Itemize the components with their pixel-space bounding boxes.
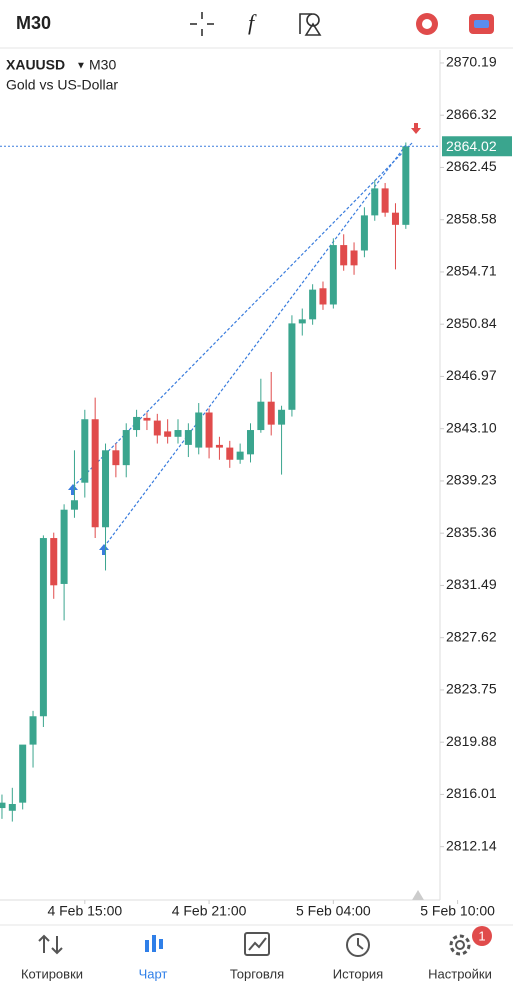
symbol-dropdown[interactable]: ▼ [76,61,86,72]
candle-body [70,500,78,510]
y-tick-label: 2858.58 [446,210,497,226]
trend-line [103,144,407,548]
notification-badge [472,926,492,946]
trend-line [72,142,413,488]
y-tick-label: 2850.84 [446,315,497,331]
y-tick-label: 2812.14 [446,837,497,853]
candle-body [122,430,130,466]
candle-body [143,417,151,421]
candle-body [174,430,182,437]
timeframe-button[interactable]: M30 [16,13,51,33]
objects-icon[interactable] [299,13,322,36]
y-tick-label: 2839.23 [446,472,497,488]
candle-body [215,444,223,448]
y-tick-label: 2862.45 [446,158,497,174]
candle-body [29,716,37,745]
buy-arrow [99,544,109,555]
y-tick-label: 2831.49 [446,576,497,592]
candle-body [39,538,47,717]
sell-arrow [411,123,421,134]
y-tick-label: 2819.88 [446,733,497,749]
candle-body [50,538,58,586]
nav-label[interactable]: Чарт [139,966,168,981]
indicators-icon[interactable]: f [248,10,257,35]
candle-body [133,416,141,431]
x-tick-label: 4 Feb 21:00 [172,903,247,919]
candle-body [267,401,275,425]
last-price-box [442,136,512,157]
chart-timeframe: M30 [89,57,116,73]
candle-body [164,431,172,437]
symbol-description: Gold vs US-Dollar [6,77,118,93]
scroll-marker[interactable] [412,890,424,900]
y-tick-label: 2870.19 [446,54,497,70]
x-tick-label: 5 Feb 04:00 [296,903,371,919]
candle-body [319,288,327,305]
candle-body [19,744,27,803]
y-tick-label: 2843.10 [446,419,497,435]
candle-body [298,319,306,324]
y-tick-label: 2854.71 [446,263,497,279]
y-tick-label: 2846.97 [446,367,497,383]
buy-arrow [68,484,78,495]
candle-body [91,419,99,528]
symbol: XAUUSD [6,57,65,73]
trade-nav-icon[interactable] [244,932,270,956]
x-tick-label: 5 Feb 10:00 [420,903,495,919]
candle-body [350,250,358,266]
candle-body [371,188,379,216]
nav-label[interactable]: Настройки [428,966,492,981]
y-tick-label: 2835.36 [446,524,497,540]
candle-body [381,188,389,213]
candle-body [278,409,286,425]
candle-body [257,401,265,431]
candle-body [60,509,68,584]
candle-body [112,450,120,466]
candle-body [153,420,161,436]
candle-body [8,804,16,811]
nav-label[interactable]: Котировки [21,966,83,981]
candle-body [391,212,399,225]
quotes-icon[interactable] [38,934,63,955]
candle-body [102,450,110,528]
nav-label[interactable]: История [333,966,383,981]
candle-body [81,419,89,483]
candle-body [226,447,234,460]
y-tick-label: 2866.32 [446,106,497,122]
badge-count: 1 [478,928,485,943]
history-icon[interactable] [346,933,370,957]
crosshair-icon[interactable] [190,12,214,36]
candle-body [402,146,410,225]
y-tick-label: 2827.62 [446,628,497,644]
trade-icon[interactable] [469,14,494,34]
nav-label[interactable]: Торговля [230,966,284,981]
candle-body [0,802,6,809]
candle-body [205,412,213,448]
candle-body [288,323,296,410]
candle-body [236,451,244,460]
account-icon[interactable] [416,13,438,35]
settings-icon[interactable] [449,934,471,956]
candle-body [184,430,192,445]
chart-icon[interactable] [145,935,163,952]
candle-body [340,245,348,266]
candle-body [309,289,317,320]
candle-body [246,430,254,455]
candle-body [195,412,203,448]
y-tick-label: 2823.75 [446,681,497,697]
y-tick-label: 2816.01 [446,785,497,801]
candle-body [360,215,368,251]
x-tick-label: 4 Feb 15:00 [47,903,122,919]
last-price-label: 2864.02 [446,138,497,154]
candle-body [329,245,337,305]
